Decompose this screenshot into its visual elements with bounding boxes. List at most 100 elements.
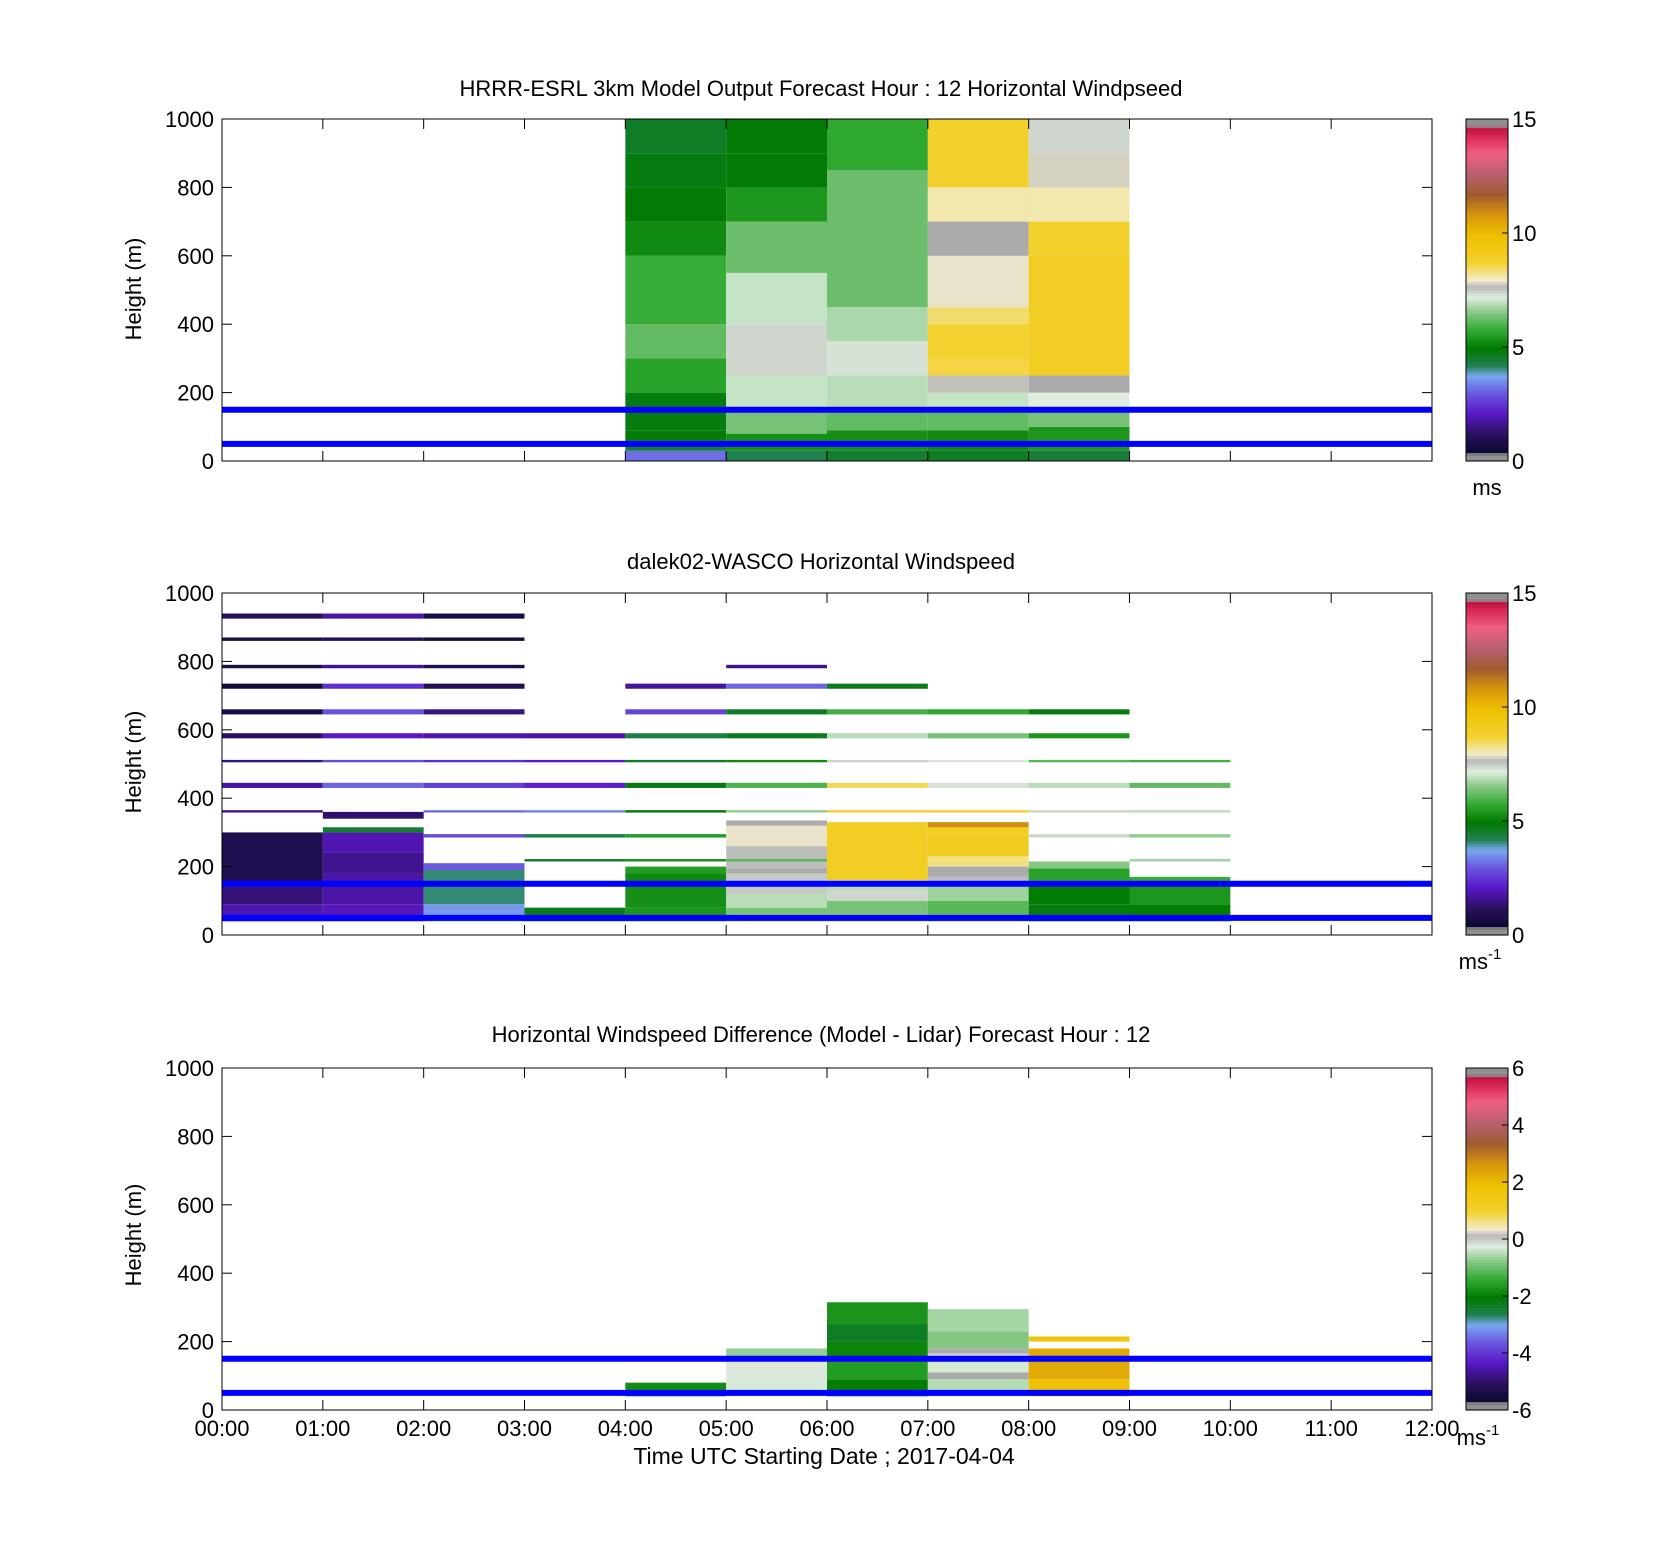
- colorbar-segment: [1466, 1227, 1508, 1232]
- colorbar-segment: [1466, 1130, 1508, 1135]
- heatmap-cell: [222, 664, 323, 669]
- colorbar-segment: [1466, 880, 1508, 885]
- colorbar-segment: [1466, 883, 1508, 888]
- colorbar-segment: [1466, 892, 1508, 896]
- x-ticks: [221, 1068, 1433, 1410]
- colorbar-segment: [1466, 1344, 1508, 1348]
- heatmap-cell: [222, 810, 323, 813]
- colorbar-tick-label: 5: [1512, 335, 1524, 360]
- colorbar-segment: [1466, 404, 1508, 408]
- heatmap-cell: [1129, 859, 1231, 862]
- colorbar-segment: [1466, 849, 1508, 853]
- colorbar-segment: [1466, 272, 1508, 277]
- heatmap-cell: [322, 782, 424, 788]
- colorbar-segment: [1466, 418, 1508, 422]
- colorbar-tick-label: 0: [1512, 449, 1524, 474]
- colorbar-segment: [1466, 261, 1508, 265]
- colorbar-segment: [1466, 1102, 1508, 1106]
- heatmap-cell: [927, 324, 1029, 359]
- y-tick-label: 600: [177, 718, 214, 743]
- colorbar-segment: [1466, 244, 1508, 248]
- colorbar-segment: [1466, 593, 1508, 597]
- colorbar-segment: [1466, 1122, 1508, 1126]
- heatmap-cell: [1129, 876, 1231, 884]
- colorbar-tick-label: 6: [1512, 1056, 1524, 1081]
- colorbar-segment: [1466, 327, 1508, 331]
- colorbar-segment: [1466, 843, 1508, 848]
- colorbar-segment: [1466, 429, 1508, 434]
- colorbar-segment: [1466, 672, 1508, 677]
- panel-difference: Horizontal Windspeed Difference (Model -…: [121, 1022, 1532, 1450]
- y-axis-label: Height (m): [121, 711, 146, 814]
- panel-title: dalek02-WASCO Horizontal Windspeed: [627, 549, 1015, 574]
- heatmap-cell: [625, 733, 727, 739]
- heatmap-cell: [524, 810, 626, 813]
- colorbar-segment: [1466, 1125, 1508, 1129]
- colorbar-segment: [1466, 1364, 1508, 1368]
- colorbar-segment: [1466, 818, 1508, 822]
- colorbar-segment: [1466, 1304, 1508, 1308]
- colorbar-segment: [1466, 889, 1508, 893]
- colorbar-segment: [1466, 210, 1508, 214]
- colorbar-segment: [1466, 1230, 1508, 1234]
- colorbar-segment: [1466, 1310, 1508, 1314]
- heatmap-cell: [1129, 834, 1231, 838]
- heatmap-cell: [827, 375, 928, 410]
- heatmap-cell: [1028, 375, 1130, 393]
- colorbar-segment: [1466, 1267, 1508, 1271]
- colorbar-segment: [1466, 1313, 1508, 1317]
- heatmap-cell: [222, 759, 323, 763]
- colorbar-segment: [1466, 250, 1508, 254]
- colorbar-segment: [1466, 1153, 1508, 1157]
- heatmap-cell: [827, 782, 928, 788]
- colorbar-segment: [1466, 267, 1508, 271]
- heatmap-cell: [927, 450, 1029, 461]
- heatmap-cell: [222, 613, 323, 619]
- colorbar-segment: [1466, 812, 1508, 816]
- heatmap-cell: [827, 709, 928, 715]
- colorbar-segment: [1466, 652, 1508, 657]
- colorbar-segment: [1466, 301, 1508, 305]
- heatmap-cell: [1129, 810, 1231, 813]
- heatmap-cell: [927, 883, 1029, 901]
- colorbar-segment: [1466, 275, 1508, 280]
- colorbar-segment: [1466, 1296, 1508, 1300]
- colorbar-segment: [1466, 1085, 1508, 1089]
- heatmap-cell: [1028, 1348, 1130, 1380]
- colorbar-segment: [1466, 1327, 1508, 1331]
- heatmap-cell: [625, 119, 727, 154]
- x-tick-label: 00:00: [194, 1416, 249, 1441]
- colorbar-segment: [1466, 615, 1508, 620]
- panel-title: Horizontal Windspeed Difference (Model -…: [492, 1022, 1151, 1047]
- colorbar-segment: [1466, 1224, 1508, 1229]
- colorbar-segment: [1466, 1233, 1508, 1237]
- colorbar-segment: [1466, 1164, 1508, 1169]
- colorbar-segment: [1466, 795, 1508, 799]
- colorbar-segment: [1466, 287, 1508, 291]
- heatmap-cell: [1028, 1336, 1130, 1342]
- colorbar-segment: [1466, 1193, 1508, 1197]
- colorbar-segment: [1466, 920, 1508, 925]
- colorbar-segment: [1466, 724, 1508, 728]
- x-axis-label: Time UTC Starting Date ; 2017-04-04: [633, 1443, 1015, 1469]
- heatmap-cell: [827, 307, 928, 342]
- x-ticks: [221, 119, 1433, 461]
- colorbar-segment: [1466, 1073, 1508, 1078]
- heatmap-cell: [827, 430, 928, 451]
- colorbar-segment: [1466, 806, 1508, 811]
- colorbar-unit-exponent: -1: [1488, 946, 1501, 963]
- colorbar-segment: [1466, 1261, 1508, 1266]
- colorbar-tick-label: 10: [1512, 221, 1536, 246]
- colorbar-segment: [1466, 858, 1508, 862]
- colorbar-segment: [1466, 1139, 1508, 1143]
- colorbar-segment: [1466, 604, 1508, 608]
- heatmap-cell: [625, 859, 727, 862]
- colorbar-segment: [1466, 775, 1508, 779]
- colorbar-segment: [1466, 650, 1508, 654]
- colorbar-segment: [1466, 1253, 1508, 1257]
- heatmap-cell: [322, 827, 424, 833]
- colorbar-segment: [1466, 435, 1508, 439]
- heatmap-cell: [1028, 450, 1130, 461]
- colorbar-frame: [1465, 592, 1509, 936]
- colorbar-segment: [1466, 201, 1508, 206]
